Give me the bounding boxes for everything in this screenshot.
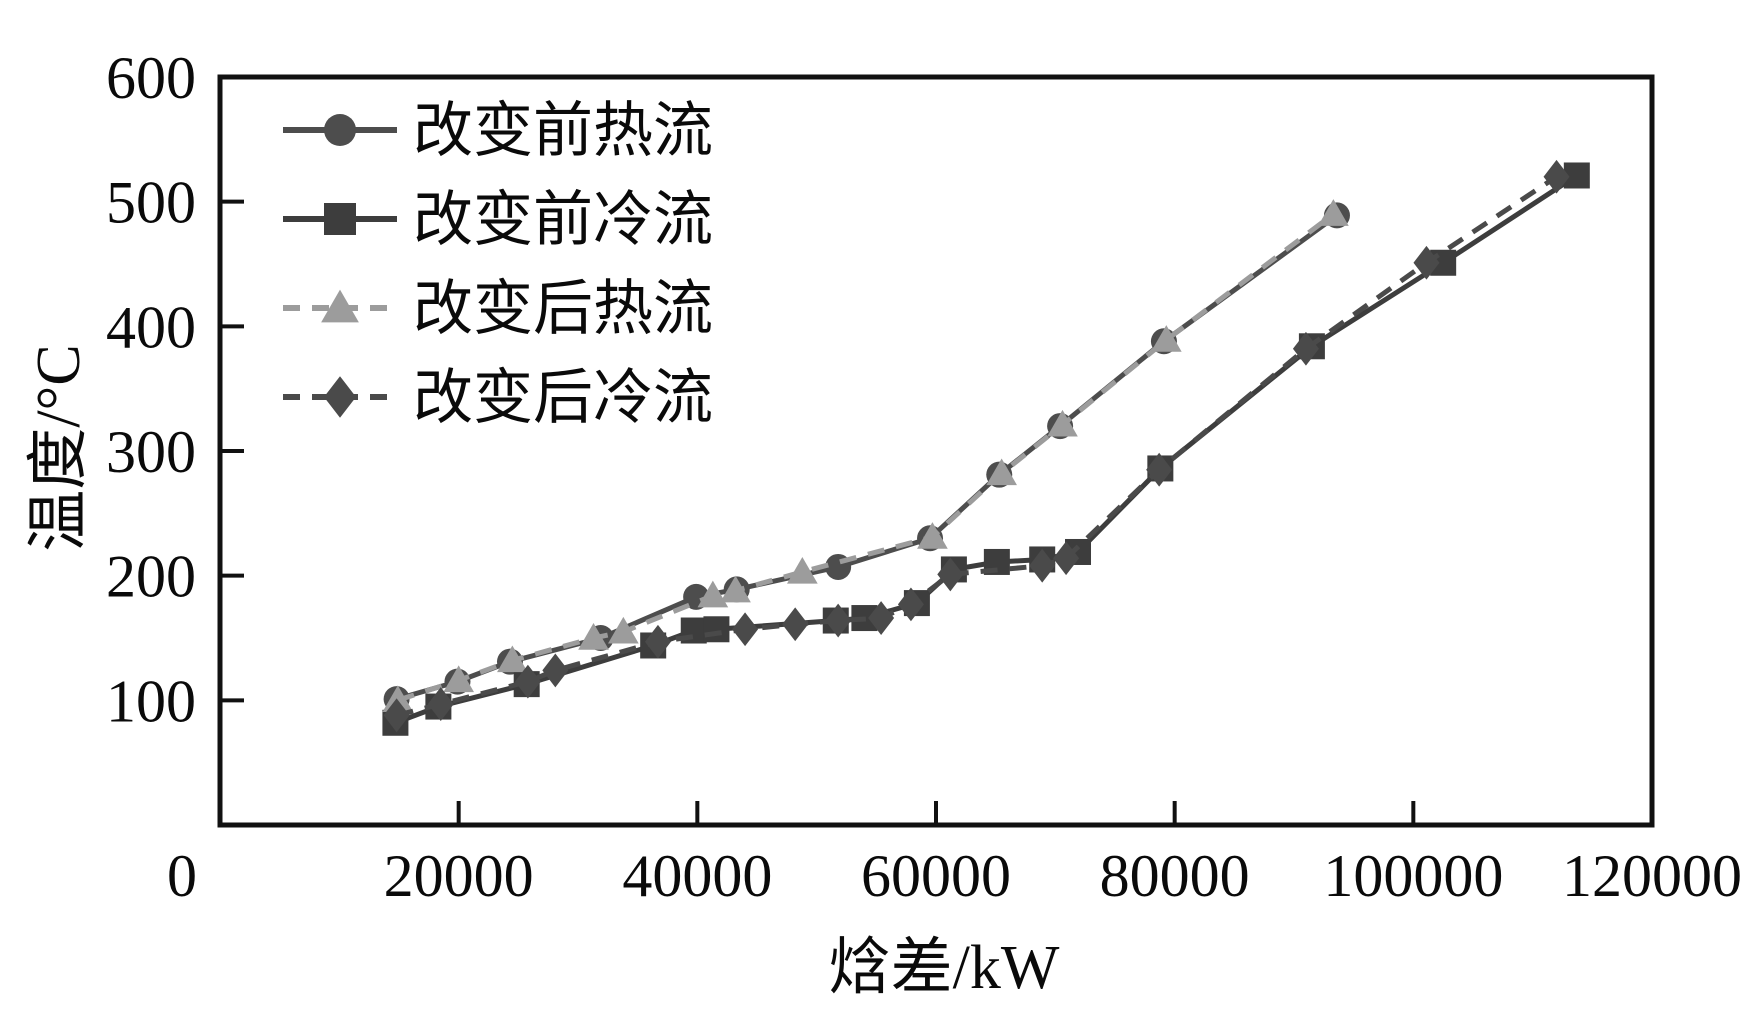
tick-label: 600: [106, 45, 196, 111]
tick-label: 100: [106, 668, 196, 734]
diamond-marker: [514, 664, 541, 699]
diamond-marker: [324, 376, 356, 418]
legend-label: 改变前冷流: [413, 187, 713, 253]
y-axis: 100 200 300 400 500 600: [106, 45, 244, 734]
triangle-marker: [497, 645, 528, 673]
legend-entry: 改变后热流: [283, 276, 713, 342]
plot-border: [217, 74, 1655, 828]
triangle-marker: [1318, 199, 1349, 226]
diamond-marker: [1292, 331, 1319, 366]
x-axis: 0 20000 40000 60000 80000 100000 120000: [167, 801, 1742, 909]
triangle-marker: [986, 458, 1017, 486]
square-marker: [324, 203, 356, 235]
diamond-marker: [868, 601, 895, 635]
y-axis-title: 温度/°C: [25, 344, 93, 552]
tick-label: 40000: [622, 843, 772, 909]
triangle-marker: [382, 685, 414, 713]
triangle-marker: [1150, 325, 1182, 352]
series-line: [395, 174, 1558, 718]
legend-entry: 改变后冷流: [283, 365, 713, 431]
triangle-marker: [321, 289, 359, 323]
triangle-marker: [720, 575, 751, 603]
tick-label: 20000: [384, 843, 534, 909]
triangle-marker: [578, 623, 609, 650]
tick-label: 120000: [1562, 843, 1742, 909]
diamond-marker: [1146, 452, 1173, 487]
diamond-marker: [383, 698, 410, 733]
x-axis-title: 焓差/kW: [828, 934, 1060, 1002]
tick-label: 200: [106, 544, 196, 610]
diamond-marker: [825, 603, 852, 638]
triangle-marker: [917, 522, 948, 549]
triangle-marker: [443, 665, 475, 693]
legend-label: 改变后热流: [413, 276, 713, 342]
tick-label: 60000: [861, 843, 1011, 909]
triangle-marker: [1047, 409, 1078, 437]
diamond-marker: [644, 624, 671, 659]
series-triangle: [382, 199, 1349, 713]
triangle-marker: [697, 580, 729, 608]
tick-label: 500: [106, 170, 196, 236]
legend-label: 改变后冷流: [413, 365, 713, 431]
tick-label: 0: [167, 843, 197, 909]
diamond-marker: [1029, 548, 1056, 583]
legend-label: 改变前热流: [413, 98, 713, 164]
diamond-marker: [427, 687, 454, 721]
diamond-marker: [542, 653, 569, 688]
diamond-marker: [897, 587, 924, 622]
tick-label: 300: [106, 419, 196, 485]
legend-entry: 改变前冷流: [283, 187, 713, 253]
legend-entry: 改变前热流: [283, 98, 713, 164]
diamond-marker: [1053, 541, 1080, 576]
diamond-marker: [937, 557, 964, 592]
series-line: [394, 173, 1579, 726]
square-marker: [703, 616, 730, 643]
series-diamond: [383, 159, 1570, 733]
diamond-marker: [1413, 245, 1440, 280]
circle-marker: [324, 114, 356, 146]
triangle-marker: [608, 616, 639, 644]
tick-label: 400: [106, 294, 196, 360]
tick-label: 80000: [1100, 843, 1250, 909]
diamond-marker: [782, 607, 809, 642]
triangle-marker: [787, 556, 818, 584]
tick-label: 100000: [1323, 843, 1503, 909]
diamond-marker: [732, 612, 759, 647]
diamond-marker: [1543, 159, 1570, 194]
